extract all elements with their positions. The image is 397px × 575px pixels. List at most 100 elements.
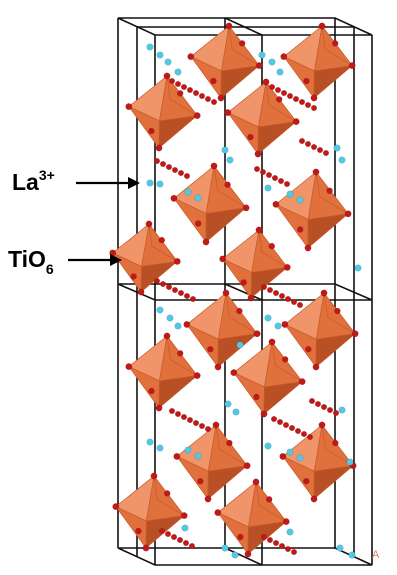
octahedron-face bbox=[153, 474, 185, 516]
oxygen-atom bbox=[244, 550, 252, 558]
tio6-arrow-head bbox=[110, 254, 122, 266]
oxygen-atom bbox=[310, 495, 318, 503]
lanthanum-ion bbox=[338, 156, 346, 164]
oxygen-atom bbox=[186, 86, 194, 94]
oxygen-atom bbox=[274, 86, 282, 94]
oxygen-atom bbox=[242, 204, 250, 212]
oxygen-atom bbox=[168, 407, 176, 415]
lanthanum-ion bbox=[264, 314, 272, 322]
tio6-octahedron bbox=[128, 334, 199, 410]
oxygen-atom bbox=[296, 226, 304, 233]
lanthanum-ion bbox=[181, 524, 189, 532]
lanthanum-ion bbox=[156, 306, 164, 314]
tio6-octahedron bbox=[233, 340, 304, 416]
oxygen-atom bbox=[255, 62, 263, 70]
tio6-octahedron bbox=[173, 164, 248, 244]
octahedron-face bbox=[158, 115, 199, 149]
tio6-label-subscript: 6 bbox=[46, 261, 54, 277]
lanthanum-ion bbox=[336, 544, 344, 552]
svg-text:TiO6: TiO6 bbox=[8, 246, 54, 277]
oxygen-atom bbox=[322, 149, 330, 157]
oxygen-atom bbox=[236, 307, 243, 315]
oxygen-atom bbox=[168, 77, 176, 85]
oxygen-atom bbox=[214, 363, 222, 371]
octahedron-face bbox=[247, 521, 288, 555]
octahedron-face bbox=[158, 375, 199, 409]
tio6-octahedron bbox=[176, 423, 249, 501]
oxygen-atom bbox=[238, 40, 246, 47]
la-arrow-head bbox=[128, 177, 140, 189]
tio6-label-group: TiO6 bbox=[8, 246, 122, 277]
lanthanum-ion bbox=[146, 43, 154, 51]
octahedron-face bbox=[321, 423, 354, 467]
oxygen-atom bbox=[286, 92, 294, 100]
oxygen-atom bbox=[165, 163, 173, 171]
oxygen-atom bbox=[194, 220, 202, 227]
la-label-group: La3+ bbox=[12, 167, 140, 195]
octahedron-face bbox=[145, 515, 186, 549]
octahedron-face bbox=[228, 24, 260, 66]
oxygen-atom bbox=[125, 363, 133, 371]
oxygen-atom bbox=[280, 89, 288, 97]
oxygen-atom bbox=[265, 171, 273, 179]
oxygen-atom bbox=[171, 166, 179, 174]
oxygen-atom bbox=[298, 137, 306, 145]
octahedron-face bbox=[166, 74, 198, 116]
oxygen-atom bbox=[254, 150, 262, 158]
lanthanum-ion bbox=[146, 179, 154, 187]
lanthanum-ion bbox=[258, 51, 266, 59]
oxygen-atom bbox=[158, 527, 166, 535]
oxygen-atom bbox=[210, 77, 217, 85]
oxygen-atom bbox=[288, 424, 296, 432]
oxygen-atom bbox=[280, 53, 288, 61]
oxygen-atom bbox=[298, 98, 306, 106]
oxygen-atom bbox=[334, 307, 341, 315]
octahedron-face bbox=[323, 291, 356, 335]
lanthanum-ion bbox=[174, 68, 182, 76]
lanthanum-ion bbox=[264, 442, 272, 450]
oxygen-atom bbox=[348, 62, 356, 70]
lanthanum-ion bbox=[338, 406, 346, 414]
octahedron-face bbox=[220, 65, 261, 99]
oxygen-atom bbox=[312, 168, 320, 176]
lanthanum-ion bbox=[231, 551, 239, 559]
octahedron-face bbox=[213, 164, 247, 209]
oxygen-atom bbox=[243, 462, 251, 470]
oxygen-atom bbox=[310, 94, 318, 102]
octahedron-face bbox=[315, 170, 349, 215]
tio6-octahedron bbox=[283, 24, 354, 100]
oxygen-atom bbox=[112, 503, 120, 511]
oxygen-atom bbox=[177, 169, 185, 177]
oxygen-atom bbox=[265, 496, 273, 503]
octahedron-face bbox=[315, 333, 357, 368]
oxygen-atom bbox=[192, 89, 200, 97]
oxygen-atom bbox=[281, 356, 289, 363]
oxygen-atom bbox=[312, 363, 320, 371]
oxygen-atom bbox=[260, 283, 268, 291]
oxygen-atom bbox=[331, 40, 339, 47]
oxygen-atom bbox=[303, 478, 310, 485]
oxygen-atom bbox=[159, 280, 167, 288]
oxygen-atom bbox=[275, 96, 283, 103]
oxygen-atom bbox=[198, 92, 206, 100]
lanthanum-ion bbox=[164, 58, 172, 66]
octahedron-face bbox=[265, 80, 297, 122]
oxygen-atom bbox=[173, 257, 181, 265]
oxygen-atom bbox=[159, 160, 167, 168]
lanthanum-ion bbox=[333, 144, 341, 152]
tio6-octahedron bbox=[284, 291, 357, 369]
lanthanum-ion bbox=[268, 58, 276, 66]
lanthanum-ion bbox=[286, 190, 294, 198]
oxygen-atom bbox=[260, 533, 268, 541]
tio6-octahedra bbox=[112, 24, 357, 556]
oxygen-atom bbox=[247, 294, 255, 302]
lanthanum-ion bbox=[156, 180, 164, 188]
oxygen-atom bbox=[163, 332, 171, 340]
octahedron-face bbox=[257, 121, 298, 155]
oxygen-atom bbox=[158, 236, 166, 244]
lanthanum-ion bbox=[156, 51, 164, 59]
oxygen-atom bbox=[279, 453, 287, 460]
oxygen-atom bbox=[142, 544, 150, 552]
lanthanum-ion bbox=[264, 184, 272, 192]
